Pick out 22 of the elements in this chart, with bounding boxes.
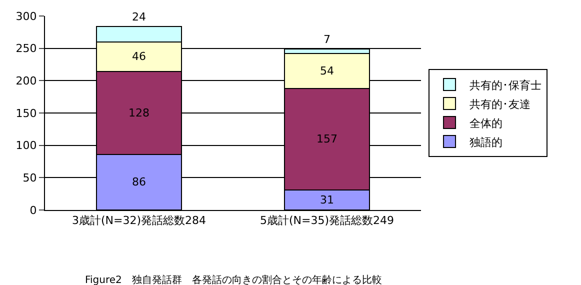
data-label: 128: [128, 106, 150, 120]
data-label: 54: [320, 64, 334, 78]
y-tick-label: 200: [16, 74, 37, 88]
text: Figure2 独自発話群 各発話の向きの割合とその年齢による比較: [85, 274, 382, 285]
y-tick-label: 300: [16, 10, 37, 23]
data-label: 46: [132, 50, 146, 64]
data-label: 7: [324, 32, 330, 46]
y-tick-label: 100: [16, 139, 37, 152]
y-tick-label: 0: [30, 204, 37, 217]
legend-label: 全体的: [470, 116, 503, 130]
legend-label: 共有的･友達: [470, 98, 531, 111]
legend-label: 共有的･保育士: [470, 78, 542, 92]
data-label: 24: [132, 10, 146, 24]
y-tick-label: 250: [16, 42, 37, 56]
y-tick-label: 50: [22, 172, 37, 185]
data-label: 86: [132, 176, 146, 189]
legend-label: 独語的: [470, 136, 503, 149]
x-tick-label: 3歳計(N=32)発話総数284: [72, 214, 206, 228]
x-tick-label: 5歳計(N=35)発話総数249: [260, 214, 394, 228]
data-label: 31: [320, 193, 334, 206]
y-tick-label: 150: [16, 106, 37, 120]
data-label: 157: [316, 132, 338, 146]
